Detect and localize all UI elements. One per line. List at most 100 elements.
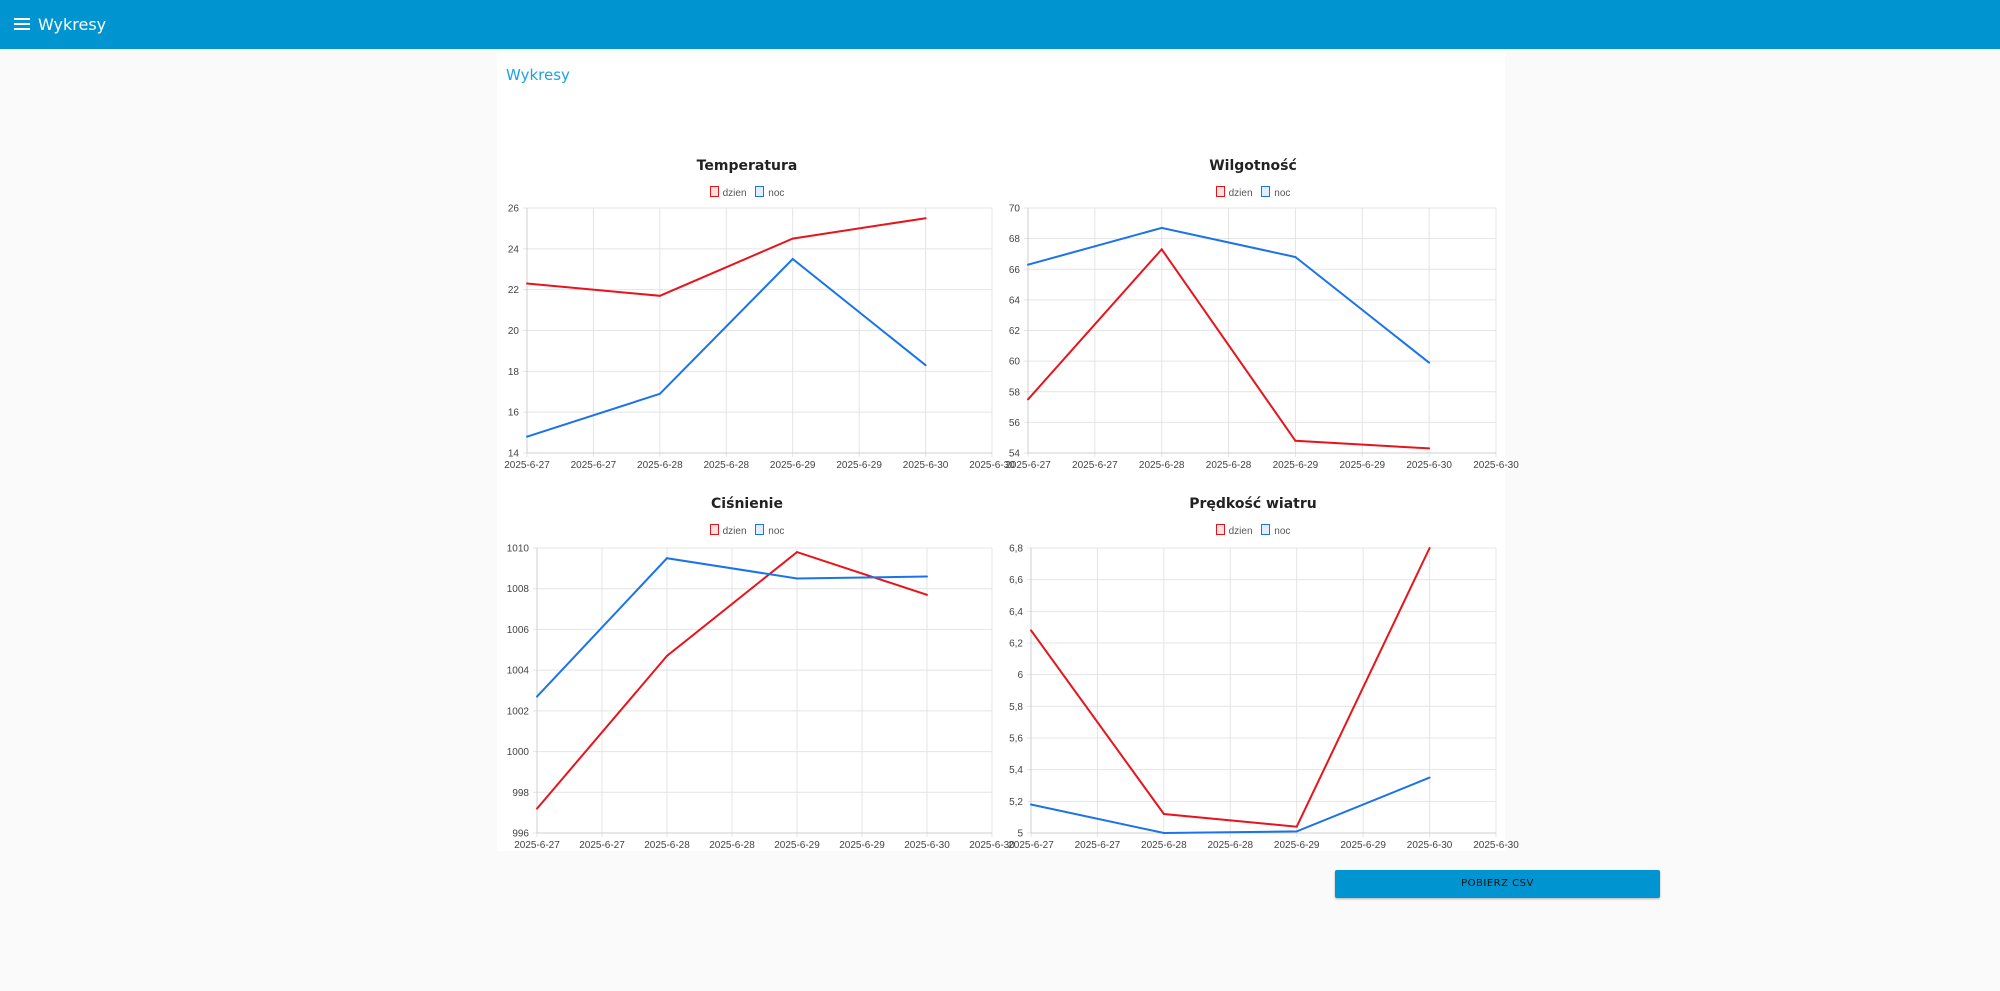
data-point-noc[interactable] <box>926 575 928 578</box>
chart-title: Wilgotność <box>1209 158 1297 174</box>
data-point-noc[interactable] <box>1030 803 1032 806</box>
x-tick-label: 2025-6-27 <box>504 460 550 471</box>
y-tick-label: 62 <box>1009 326 1021 337</box>
y-tick-label: 54 <box>1009 449 1021 460</box>
data-point-noc[interactable] <box>1027 263 1029 266</box>
y-tick-label: 996 <box>512 829 529 840</box>
series-line-noc <box>526 257 927 438</box>
data-point-noc[interactable] <box>1294 256 1297 258</box>
legend-item-dzien[interactable]: dzien <box>1215 524 1253 537</box>
data-point-noc[interactable] <box>1160 226 1163 229</box>
legend-item-dzien[interactable]: dzien <box>709 186 747 199</box>
data-point-dzien[interactable] <box>1160 248 1163 251</box>
chart-title: Temperatura <box>696 158 798 174</box>
data-point-dzien[interactable] <box>924 217 927 220</box>
data-point-noc[interactable] <box>536 695 538 698</box>
y-tick-label: 1006 <box>507 625 530 636</box>
data-point-dzien[interactable] <box>791 237 794 240</box>
y-tick-label: 6,8 <box>1009 544 1023 555</box>
x-tick-label: 2025-6-28 <box>1206 460 1252 471</box>
series-line-noc <box>1027 226 1430 364</box>
data-point-dzien[interactable] <box>1162 813 1165 815</box>
legend-label: dzien <box>1228 526 1253 537</box>
data-point-dzien[interactable] <box>1428 547 1431 549</box>
data-point-noc[interactable] <box>1162 832 1165 834</box>
y-tick-label: 16 <box>508 408 520 419</box>
chart-legend: dzien noc <box>1001 186 1505 199</box>
y-tick-label: 1004 <box>507 666 530 677</box>
data-point-noc[interactable] <box>526 435 528 438</box>
data-point-noc[interactable] <box>796 577 798 580</box>
data-point-noc[interactable] <box>658 392 661 395</box>
legend-item-dzien[interactable]: dzien <box>1215 186 1253 199</box>
data-point-dzien[interactable] <box>666 654 668 657</box>
legend-swatch-dzien <box>1215 186 1225 197</box>
x-tick-label: 2025-6-27 <box>571 460 617 471</box>
chart-plot: 14 16 18 20 22 24 26 2025-6-27 2025-6-27 2025-6-2… <box>504 204 1015 472</box>
y-tick-label: 6,6 <box>1009 575 1023 586</box>
y-tick-label: 60 <box>1009 357 1021 368</box>
data-point-dzien[interactable] <box>1428 447 1431 450</box>
y-tick-label: 1008 <box>507 584 530 595</box>
legend-label: noc <box>768 526 785 537</box>
legend-swatch-dzien <box>709 186 719 197</box>
y-tick-label: 1002 <box>507 706 530 717</box>
series-line-noc <box>1030 776 1430 835</box>
legend-item-noc[interactable]: noc <box>1261 186 1290 199</box>
data-point-dzien[interactable] <box>536 807 538 810</box>
x-tick-label: 2025-6-28 <box>1207 840 1253 851</box>
data-point-noc[interactable] <box>1428 776 1431 779</box>
y-tick-label: 6,2 <box>1009 639 1023 650</box>
data-point-noc[interactable] <box>791 258 794 261</box>
data-point-dzien[interactable] <box>796 551 798 554</box>
y-tick-label: 5,6 <box>1009 734 1023 745</box>
x-tick-label: 2025-6-27 <box>1005 460 1051 471</box>
legend-item-noc[interactable]: noc <box>755 524 784 537</box>
data-point-dzien[interactable] <box>1027 398 1029 401</box>
x-tick-label: 2025-6-29 <box>1274 840 1320 851</box>
legend-swatch-noc <box>755 186 765 197</box>
legend-item-noc[interactable]: noc <box>755 186 784 199</box>
legend-item-dzien[interactable]: dzien <box>709 524 747 537</box>
charts-card: Wykresy Temperatura dzien noc 14 16 18 20 22… <box>497 53 1660 898</box>
y-tick-label: 5 <box>1017 829 1023 840</box>
chart-title: Prędkość wiatru <box>1189 496 1317 512</box>
series-line-dzien <box>1027 247 1430 450</box>
x-tick-label: 2025-6-29 <box>836 460 882 471</box>
data-point-noc[interactable] <box>924 364 927 367</box>
data-point-noc[interactable] <box>666 557 668 560</box>
legend-label: noc <box>768 188 785 199</box>
data-point-noc[interactable] <box>1428 361 1431 364</box>
data-point-dzien[interactable] <box>1295 825 1298 828</box>
x-tick-label: 2025-6-27 <box>1075 840 1121 851</box>
chart-plot: 54 56 58 60 62 64 66 68 70 2025-6-27 2025-6-27 2025… <box>1005 204 1519 472</box>
legend-label: dzien <box>722 188 747 199</box>
download-csv-button[interactable]: POBIERZ CSV <box>1335 870 1660 898</box>
legend-label: dzien <box>722 526 747 537</box>
x-tick-label: 2025-6-28 <box>1139 460 1185 471</box>
menu-icon[interactable] <box>14 18 30 31</box>
data-point-noc[interactable] <box>1295 830 1298 833</box>
y-tick-label: 6 <box>1017 670 1023 681</box>
x-tick-label: 2025-6-27 <box>1008 840 1054 851</box>
data-point-dzien[interactable] <box>1030 629 1032 632</box>
y-tick-label: 70 <box>1009 204 1021 215</box>
legend-label: noc <box>1274 188 1291 199</box>
data-point-dzien[interactable] <box>658 294 661 297</box>
data-point-dzien[interactable] <box>1294 439 1297 442</box>
data-point-dzien[interactable] <box>926 593 928 596</box>
y-tick-label: 5,4 <box>1009 765 1023 776</box>
y-tick-label: 14 <box>508 449 520 460</box>
chart-legend: dzien noc <box>497 524 997 537</box>
x-tick-label: 2025-6-27 <box>1072 460 1118 471</box>
x-tick-label: 2025-6-27 <box>579 840 625 851</box>
legend-item-noc[interactable]: noc <box>1261 524 1290 537</box>
app-title: Wykresy <box>38 15 107 34</box>
legend-swatch-noc <box>755 524 765 535</box>
x-tick-label: 2025-6-28 <box>703 460 749 471</box>
x-tick-label: 2025-6-30 <box>1473 840 1519 851</box>
data-point-dzien[interactable] <box>526 282 528 285</box>
y-tick-label: 56 <box>1009 418 1021 429</box>
x-tick-label: 2025-6-30 <box>1473 460 1519 471</box>
legend-swatch-noc <box>1261 524 1271 535</box>
